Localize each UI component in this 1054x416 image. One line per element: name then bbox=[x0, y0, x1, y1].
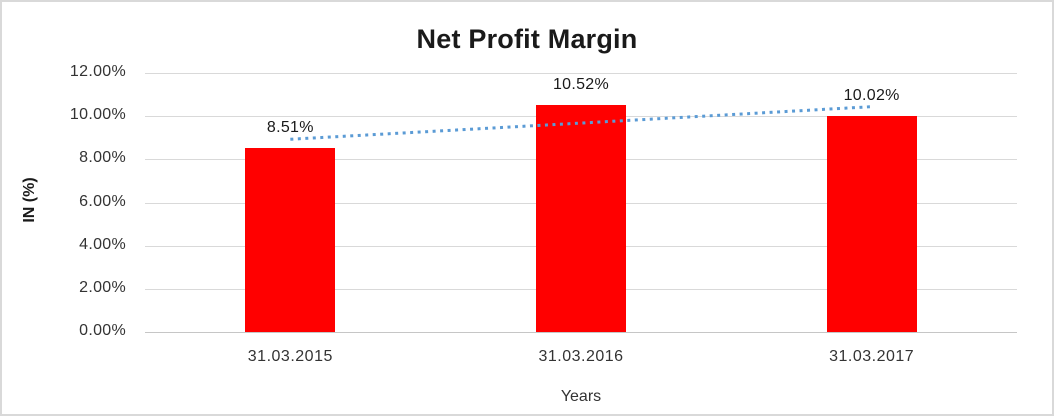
x-tick-label: 31.03.2017 bbox=[829, 348, 915, 365]
x-tick-label: 31.03.2015 bbox=[247, 348, 333, 365]
gridline bbox=[145, 73, 1017, 74]
y-tick-label: 2.00% bbox=[79, 278, 126, 296]
bar-data-label: 8.51% bbox=[266, 119, 314, 137]
bar bbox=[826, 115, 917, 332]
y-tick-label: 6.00% bbox=[79, 192, 126, 210]
y-tick-label: 8.00% bbox=[79, 149, 126, 167]
y-tick-label: 0.00% bbox=[79, 322, 126, 339]
x-axis-title: Years bbox=[560, 388, 602, 405]
x-tick-label: 31.03.2016 bbox=[538, 348, 624, 365]
chart-title: Net Profit Margin bbox=[416, 24, 638, 54]
y-tick-label: 12.00% bbox=[69, 63, 126, 80]
bar-data-label: 10.52% bbox=[552, 75, 610, 93]
y-axis-title: IN (%) bbox=[21, 177, 38, 223]
gridline bbox=[145, 332, 1017, 333]
bar bbox=[245, 148, 336, 332]
y-tick-label: 10.00% bbox=[69, 106, 126, 124]
bar bbox=[536, 104, 626, 332]
bar-data-label: 10.02% bbox=[843, 86, 900, 104]
y-tick-label: 4.00% bbox=[79, 235, 126, 253]
